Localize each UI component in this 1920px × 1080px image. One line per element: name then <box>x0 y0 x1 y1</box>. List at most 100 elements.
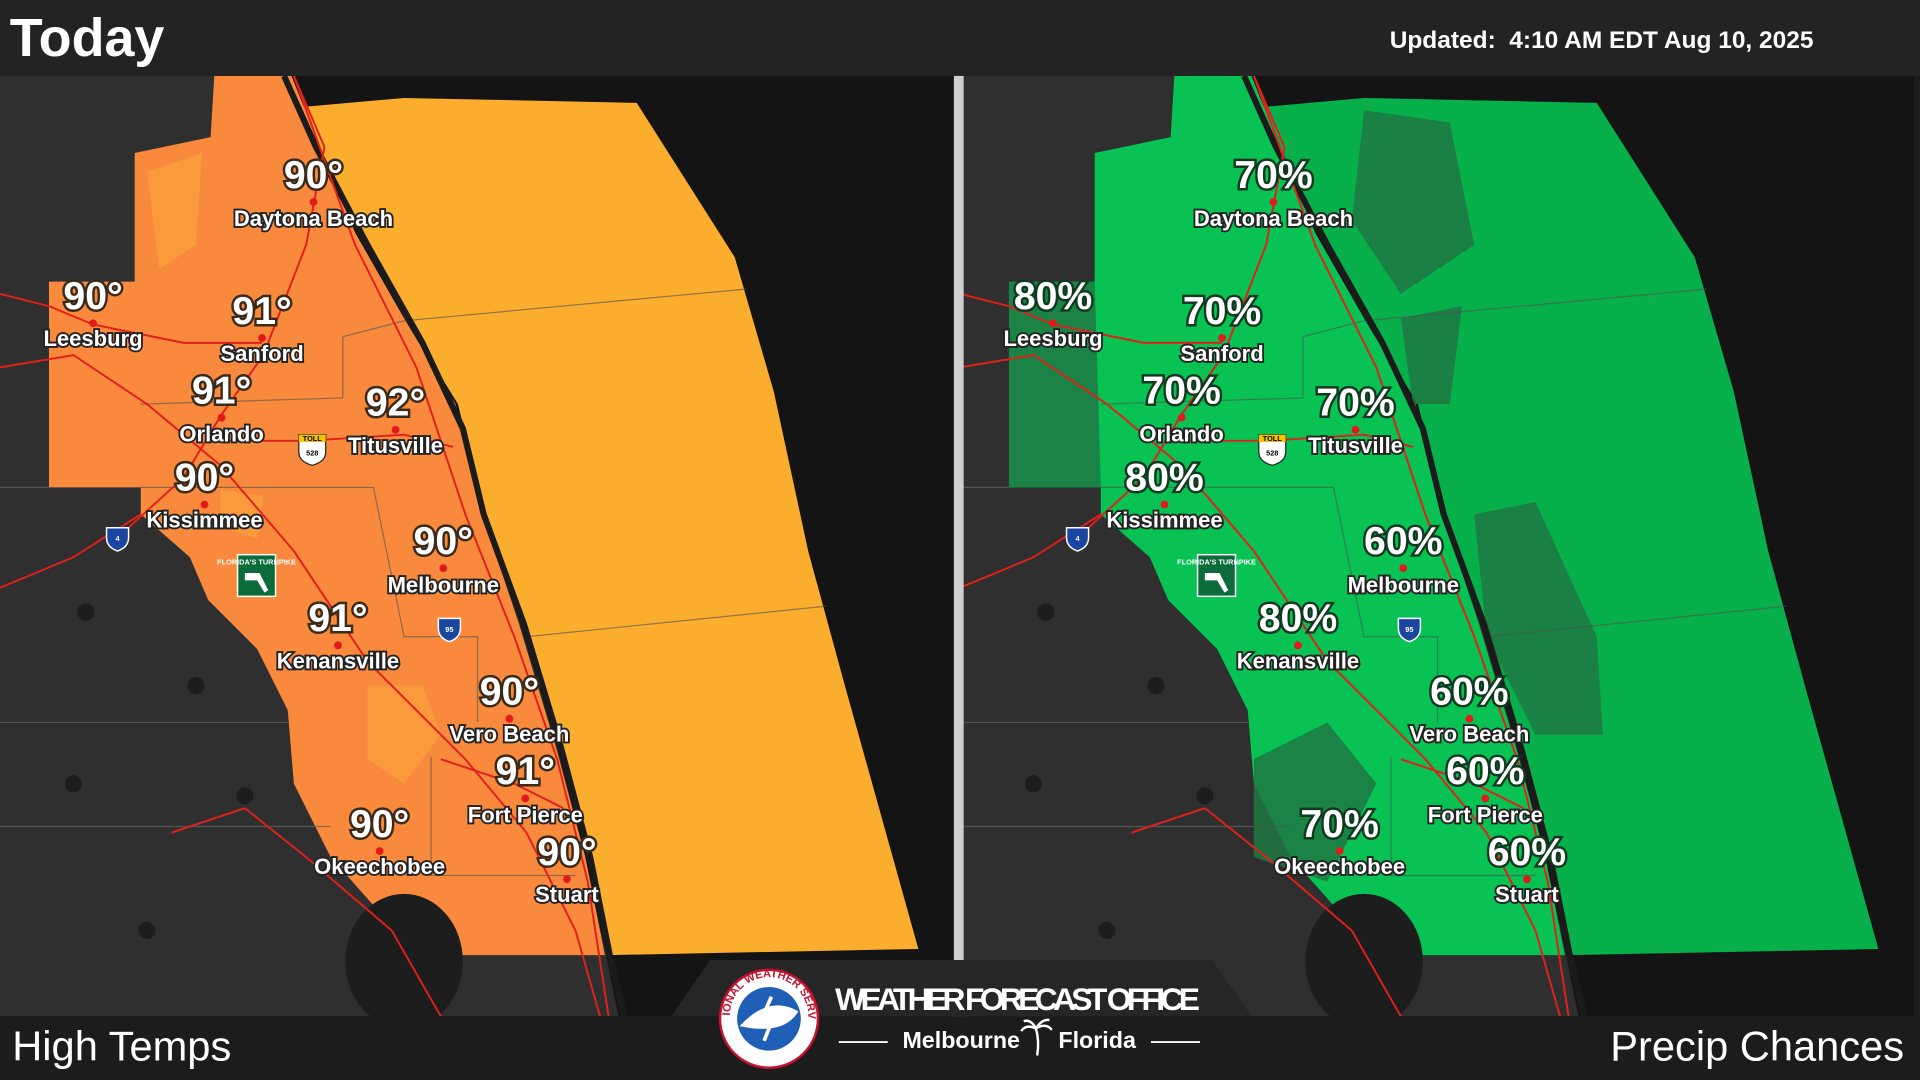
city-name: Vero Beach <box>449 722 569 747</box>
city-name: Kissimmee <box>146 507 262 532</box>
forecast-area <box>1008 75 1565 956</box>
city-name: Fort Pierce <box>1428 803 1543 828</box>
forecast-value: 90° <box>414 520 473 563</box>
forecast-value: 70% <box>1300 803 1378 846</box>
interstate-shield <box>437 617 462 643</box>
lake-okeechobee <box>345 893 463 1017</box>
forecast-value: 90° <box>350 803 409 846</box>
city-dot <box>391 425 400 434</box>
city-name: Melbourne <box>1348 572 1459 597</box>
road-shields: TOLL 528 4 95 FLORIDA'S TURNPIKE <box>105 434 462 643</box>
forecast-value: 90° <box>537 831 596 874</box>
lake <box>1147 677 1165 695</box>
city-dot <box>1481 794 1490 803</box>
shield-label: 95 <box>445 625 453 634</box>
forecast-value: 80% <box>1259 597 1337 640</box>
shield-label: 528 <box>306 449 318 458</box>
forecast-value: 91° <box>496 750 555 793</box>
value-zone <box>1351 110 1475 294</box>
lake <box>187 677 205 695</box>
city-dot <box>1177 413 1186 422</box>
shield-label: 95 <box>1405 625 1413 634</box>
city-dot <box>1269 198 1278 206</box>
lake <box>1098 922 1116 940</box>
city-dot <box>1351 425 1360 434</box>
city-dot <box>563 875 571 884</box>
forecast-value: 70% <box>1142 369 1220 412</box>
city-dot <box>1049 319 1057 328</box>
city-name: Titusville <box>348 433 443 458</box>
city-dot <box>1465 714 1474 723</box>
city-name: Fort Pierce <box>468 803 583 828</box>
map-panel: TOLL 528 4 95 FLORIDA'S TURNPIKE 90° Daytona B… <box>0 75 954 1017</box>
city-name: Kissimmee <box>1106 507 1222 532</box>
road-shields: TOLL 528 4 95 FLORIDA'S TURNPIKE <box>1065 434 1422 643</box>
updated-time: Updated: 4:10 AM EDT Aug 10, 2025 <box>1390 27 1814 54</box>
county-line <box>1364 288 1707 322</box>
shield-label: FLORIDA'S TURNPIKE <box>217 557 296 566</box>
city-name: Daytona Beach <box>1194 206 1353 231</box>
city-dot <box>1160 500 1169 509</box>
forecast-value: 60% <box>1488 831 1566 874</box>
value-zone <box>1253 722 1377 882</box>
city-name: Leesburg <box>1003 326 1102 351</box>
city-dot <box>1335 847 1344 855</box>
city-name: Titusville <box>1308 433 1403 458</box>
forecast-value: 70% <box>1183 290 1261 333</box>
value-zone <box>1400 306 1463 405</box>
value-zone <box>367 685 441 784</box>
panel-title: High Temps <box>12 1022 231 1069</box>
city-name: Orlando <box>179 422 263 447</box>
interstate-shield <box>1065 527 1090 552</box>
forecast-value: 80% <box>1014 275 1092 318</box>
florida-icon <box>244 573 269 593</box>
road <box>1180 433 1414 448</box>
county-line <box>430 756 576 877</box>
toll-shield <box>1258 434 1287 466</box>
city-name: Orlando <box>1139 422 1223 447</box>
forecast-value: 70% <box>1234 154 1312 197</box>
forecast-value: 60% <box>1430 671 1508 714</box>
city-dot <box>89 319 97 328</box>
marine-zone <box>293 97 919 956</box>
city-name: Leesburg <box>43 326 142 351</box>
forecast-value: 90° <box>480 671 539 714</box>
road <box>1131 807 1402 1017</box>
county-line <box>526 605 827 638</box>
road <box>1400 758 1524 810</box>
shield-label: 4 <box>116 534 121 543</box>
shield-label: TOLL <box>1263 434 1283 443</box>
page-title: Today <box>10 8 165 68</box>
office-title: WEATHER FORECAST OFFICE <box>835 981 1200 1017</box>
lake <box>1037 603 1055 621</box>
city-name: Melbourne <box>388 572 499 597</box>
road <box>440 758 564 810</box>
city-name: Sanford <box>220 341 303 366</box>
forecast-value: 70% <box>1316 382 1394 425</box>
florida-icon <box>1204 573 1229 593</box>
city-name: Okeechobee <box>314 854 445 879</box>
city-dot <box>439 564 448 573</box>
forecast-value: 90° <box>63 275 122 318</box>
shield-label: FLORIDA'S TURNPIKE <box>1177 557 1256 566</box>
toll-band <box>1258 434 1286 443</box>
city-name: Stuart <box>1495 882 1559 907</box>
forecast-value: 91° <box>192 369 251 412</box>
shield-label: 528 <box>1266 449 1278 458</box>
city-dot <box>375 847 384 855</box>
panel-divider <box>953 75 964 1017</box>
forecast-value: 91° <box>232 290 291 333</box>
marine-zone <box>1253 97 1879 956</box>
toll-shield <box>298 434 327 466</box>
lake <box>1196 787 1214 805</box>
forecast-value: 92° <box>366 382 425 425</box>
city-dot <box>258 334 266 342</box>
shield-label: 4 <box>1076 534 1081 543</box>
road <box>0 354 601 1017</box>
city-name: Kenansville <box>277 648 399 673</box>
forecast-value: 60% <box>1364 520 1442 563</box>
county-line <box>140 486 479 723</box>
interstate-shield <box>105 527 130 552</box>
road <box>115 75 326 540</box>
